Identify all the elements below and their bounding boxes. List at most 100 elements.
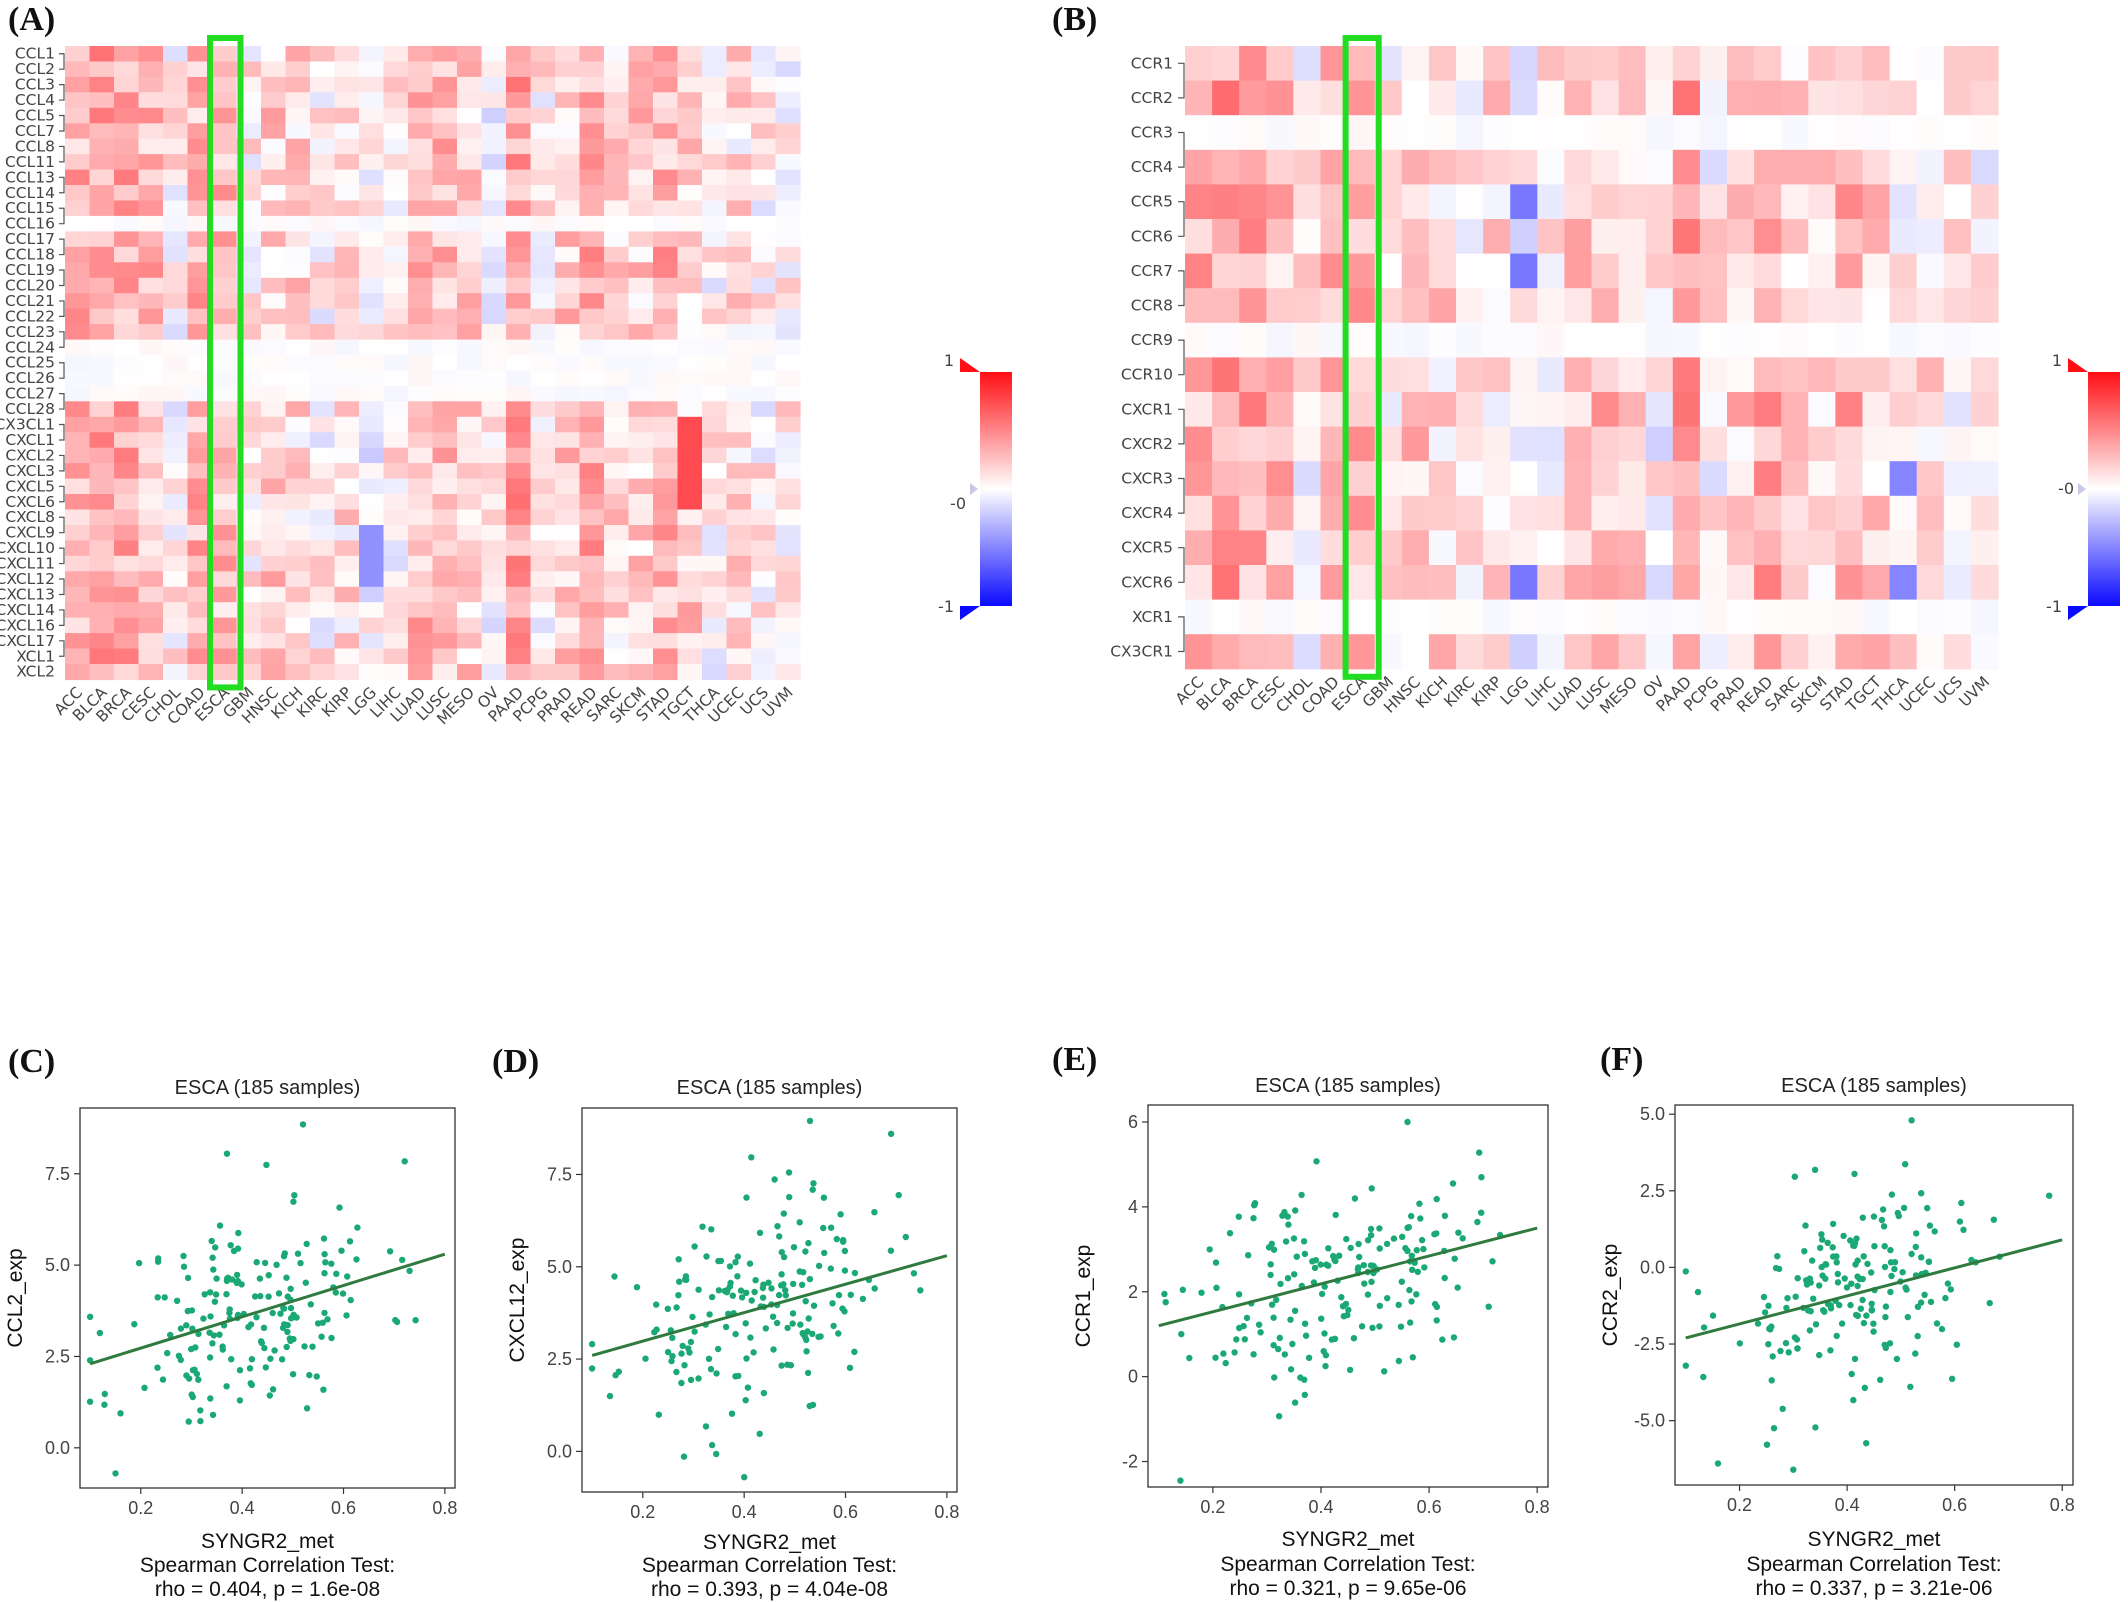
heatmap-cell <box>359 385 385 402</box>
heatmap-cell <box>751 602 777 619</box>
heatmap-cell <box>1808 253 1836 289</box>
heatmap-cell <box>138 277 164 294</box>
heatmap-cell <box>726 463 752 480</box>
heatmap-cell <box>408 293 434 310</box>
heatmap-cell <box>163 494 189 511</box>
heatmap-cell <box>65 633 91 650</box>
scatter-point <box>691 1328 698 1335</box>
scatter-point <box>1395 1301 1402 1309</box>
heatmap-cell <box>751 246 777 263</box>
heatmap-cell <box>628 185 654 202</box>
scatter-point <box>743 1194 750 1201</box>
heatmap-cell <box>138 509 164 526</box>
heatmap-cell <box>408 555 434 572</box>
heatmap-cell <box>457 46 483 63</box>
heatmap-cell <box>114 123 140 140</box>
heatmap-cell <box>1483 495 1511 531</box>
heatmap-cell <box>285 76 311 93</box>
heatmap-cell <box>261 633 287 650</box>
heatmap-cell <box>163 571 189 588</box>
regression-line <box>591 1254 948 1357</box>
heatmap-cell <box>212 123 238 140</box>
heatmap-cell <box>1510 253 1538 289</box>
scatter-point <box>752 1277 759 1284</box>
heatmap-cell <box>1564 184 1593 220</box>
heatmap-cell <box>1212 219 1240 255</box>
scatter-point <box>1364 1237 1372 1244</box>
scatter-point <box>1270 1314 1277 1321</box>
dendrogram-branch <box>1178 339 1185 376</box>
x-tick-label: 0.8 <box>432 1498 457 1518</box>
scatter-point <box>236 1367 244 1374</box>
scatter-point <box>271 1347 278 1354</box>
scatter-point <box>1848 1370 1855 1378</box>
colorbar-mid-arrow <box>970 483 978 495</box>
heatmap-cell <box>726 76 752 93</box>
heatmap-cell <box>1239 357 1267 393</box>
scatter-point <box>197 1407 204 1414</box>
scatter-point <box>263 1161 270 1169</box>
heatmap-cell <box>702 154 728 171</box>
heatmap-cell <box>751 324 777 341</box>
scatter-point <box>871 1285 878 1292</box>
heatmap-cell <box>432 370 458 387</box>
scatter-point <box>339 1290 347 1297</box>
heatmap-cell <box>163 277 189 294</box>
heatmap-cell <box>432 602 458 619</box>
panel-label-c: (C) <box>8 1043 55 1080</box>
heatmap-cell <box>1239 634 1267 670</box>
heatmap-cell <box>1970 530 1999 566</box>
heatmap-cell <box>1185 288 1213 324</box>
colorbar-mid-label: -0 <box>2058 479 2074 498</box>
scatter-point <box>784 1361 791 1368</box>
heatmap-cell <box>1835 530 1864 566</box>
heatmap-cell <box>359 92 385 109</box>
heatmap-cell <box>775 154 801 171</box>
heatmap-row-label: CCR6 <box>1131 227 1173 245</box>
heatmap-cell <box>1293 253 1322 289</box>
y-tick-label: -2.5 <box>1634 1334 1665 1354</box>
scatter-point <box>1489 1258 1496 1265</box>
heatmap-cell <box>1293 634 1322 670</box>
heatmap-cell <box>383 664 409 681</box>
heatmap-cell <box>653 169 679 186</box>
heatmap-cell <box>653 586 679 603</box>
heatmap-cell <box>334 525 360 542</box>
heatmap-cell <box>555 571 581 588</box>
scatter-point <box>321 1270 328 1277</box>
heatmap-cell <box>1428 565 1457 601</box>
heatmap-cell <box>1672 184 1701 220</box>
heatmap-cell <box>163 200 189 217</box>
heatmap-cell <box>1266 46 1294 82</box>
heatmap-cell <box>89 138 115 155</box>
heatmap-cell <box>653 76 679 93</box>
scatter-point <box>1451 1255 1458 1262</box>
heatmap-cell <box>310 355 336 372</box>
heatmap-cell <box>212 633 238 650</box>
heatmap-cell <box>579 401 605 418</box>
heatmap-cell <box>310 447 336 464</box>
heatmap-cell <box>1564 149 1593 185</box>
heatmap-cell <box>1618 322 1647 358</box>
heatmap-cell <box>138 138 164 155</box>
heatmap-cell <box>579 416 605 433</box>
scatter-point <box>1390 1235 1398 1242</box>
heatmap-cell <box>1564 392 1593 428</box>
heatmap-cell <box>114 339 140 356</box>
heatmap-cell <box>775 61 801 78</box>
scatter-point <box>318 1333 325 1340</box>
heatmap-cell <box>677 154 703 171</box>
heatmap-cell <box>628 447 654 464</box>
heatmap-cell <box>334 385 360 402</box>
heatmap-cell <box>653 571 679 588</box>
heatmap-cell <box>138 154 164 171</box>
heatmap-cell <box>408 185 434 202</box>
scatter-point <box>1904 1313 1912 1321</box>
scatter-point <box>1212 1354 1219 1361</box>
heatmap-cell <box>383 416 409 433</box>
y-tick-label: 5.0 <box>547 1257 572 1277</box>
heatmap-cell <box>775 308 801 325</box>
heatmap-row-label: CXCR1 <box>1121 400 1173 418</box>
heatmap-cell <box>334 76 360 93</box>
heatmap-cell <box>383 293 409 310</box>
